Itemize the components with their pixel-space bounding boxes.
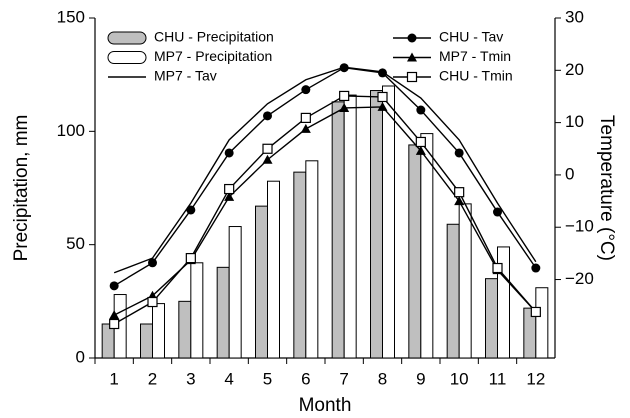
legend-swatch [107,31,147,45]
y2-tick-label: −20 [565,269,594,288]
point [262,154,273,164]
point [377,101,388,111]
point [224,183,235,195]
point [186,205,196,215]
bar [497,246,510,359]
point [378,68,387,78]
line [113,95,537,325]
point [300,112,311,124]
x-tick-label: 1 [109,369,118,388]
y2-tick-label: 30 [565,7,584,26]
point [454,187,465,198]
bar [101,323,115,359]
bar [267,180,280,359]
line [113,66,537,287]
bar [190,262,204,359]
point [492,262,503,274]
point [262,143,273,154]
legend-label: CHU - Tav [439,29,503,45]
legend-label: MP7 - Precipitation [154,48,272,64]
bar [305,160,319,359]
bar [535,287,549,359]
point [339,63,349,73]
point [185,252,196,264]
point [493,207,502,217]
x-tick-label: 5 [263,369,272,388]
bar [485,278,498,359]
point [339,102,350,112]
bar [382,85,395,359]
point [148,258,157,268]
legend-label: MP7 - Tav [154,68,217,84]
bar [408,144,422,359]
point [454,148,464,158]
y2-tick-label: 10 [565,112,584,131]
point [530,306,541,318]
y-tick-label: 50 [66,234,85,253]
bar [343,94,357,359]
y-tick-label: 150 [57,7,85,26]
point [147,296,158,308]
y-tick-label: 0 [76,347,85,366]
bar [293,171,307,359]
point [109,310,120,320]
legend-marker [406,71,418,83]
bar [458,203,472,359]
point [109,318,120,330]
bar [446,223,460,359]
x-tick-label: 2 [148,369,157,388]
point [454,196,465,206]
point [109,281,119,291]
legend-label: CHU - Tmin [439,68,513,84]
bar [370,90,383,359]
x-tick-label: 7 [339,369,348,388]
legend-label: CHU - Precipitation [154,29,274,45]
bar [331,101,345,359]
point [263,111,272,121]
x-tick-label: 10 [450,369,469,388]
point [224,191,235,201]
bar [178,300,192,359]
x-axis-label: Month [299,395,352,416]
line [113,106,537,316]
y2-tick-label: 20 [565,60,584,79]
legend-marker [407,52,417,62]
y2-tick-label: −10 [565,217,594,236]
y2-axis-label: Temperature (°C) [596,115,617,261]
x-tick-label: 9 [416,369,425,388]
x-tick-label: 3 [186,369,195,388]
y-tick-label: 100 [57,121,85,140]
point [377,91,388,103]
point [415,145,426,155]
bar [420,133,434,359]
point [415,136,426,148]
legend-marker [407,33,417,43]
bar [216,266,230,359]
x-tick-label: 6 [301,369,310,388]
bar [228,226,242,359]
y2-tick-label: 0 [565,164,574,183]
y-axis-label: Precipitation, mm [11,115,32,262]
legend-swatch [107,51,147,64]
x-tick-label: 4 [224,369,233,388]
bar [255,205,268,359]
point [301,85,311,95]
x-tick-label: 8 [378,369,387,388]
legend-label: MP7 - Tmin [439,48,511,64]
x-tick-label: 12 [526,369,545,388]
bar [140,323,153,359]
point [339,90,350,102]
bar [152,303,165,359]
point [416,105,426,115]
line [113,66,537,274]
point [531,263,541,273]
point [300,123,311,133]
point [224,148,234,158]
x-tick-label: 11 [489,369,507,388]
